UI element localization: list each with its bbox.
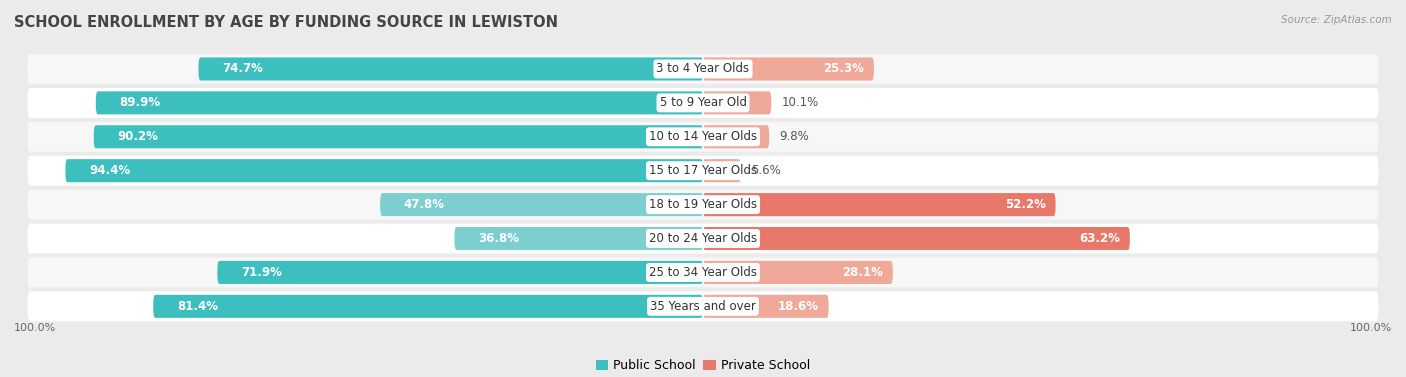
Text: 3 to 4 Year Olds: 3 to 4 Year Olds <box>657 63 749 75</box>
Text: 63.2%: 63.2% <box>1078 232 1119 245</box>
FancyBboxPatch shape <box>703 295 828 318</box>
Text: 18.6%: 18.6% <box>778 300 818 313</box>
Text: 20 to 24 Year Olds: 20 to 24 Year Olds <box>650 232 756 245</box>
Text: 5.6%: 5.6% <box>751 164 780 177</box>
FancyBboxPatch shape <box>198 57 703 81</box>
FancyBboxPatch shape <box>703 91 772 114</box>
FancyBboxPatch shape <box>28 54 1378 84</box>
Text: 89.9%: 89.9% <box>120 97 160 109</box>
FancyBboxPatch shape <box>703 159 741 182</box>
FancyBboxPatch shape <box>703 57 875 81</box>
Text: 10 to 14 Year Olds: 10 to 14 Year Olds <box>650 130 756 143</box>
Text: 5 to 9 Year Old: 5 to 9 Year Old <box>659 97 747 109</box>
Text: 9.8%: 9.8% <box>779 130 808 143</box>
FancyBboxPatch shape <box>703 193 1056 216</box>
Text: 90.2%: 90.2% <box>117 130 159 143</box>
Text: Source: ZipAtlas.com: Source: ZipAtlas.com <box>1281 15 1392 25</box>
Text: 35 Years and over: 35 Years and over <box>650 300 756 313</box>
FancyBboxPatch shape <box>703 227 1130 250</box>
Text: 47.8%: 47.8% <box>404 198 444 211</box>
Text: 10.1%: 10.1% <box>782 97 818 109</box>
Text: 81.4%: 81.4% <box>177 300 218 313</box>
FancyBboxPatch shape <box>28 224 1378 253</box>
FancyBboxPatch shape <box>380 193 703 216</box>
FancyBboxPatch shape <box>94 125 703 148</box>
FancyBboxPatch shape <box>28 156 1378 185</box>
FancyBboxPatch shape <box>28 257 1378 287</box>
Text: 15 to 17 Year Olds: 15 to 17 Year Olds <box>650 164 756 177</box>
Text: 52.2%: 52.2% <box>1004 198 1046 211</box>
Text: 28.1%: 28.1% <box>842 266 883 279</box>
Text: 25.3%: 25.3% <box>823 63 863 75</box>
FancyBboxPatch shape <box>96 91 703 114</box>
Text: 100.0%: 100.0% <box>14 323 56 333</box>
FancyBboxPatch shape <box>218 261 703 284</box>
FancyBboxPatch shape <box>28 190 1378 219</box>
Text: 71.9%: 71.9% <box>240 266 281 279</box>
FancyBboxPatch shape <box>153 295 703 318</box>
Text: 25 to 34 Year Olds: 25 to 34 Year Olds <box>650 266 756 279</box>
FancyBboxPatch shape <box>703 261 893 284</box>
Text: 36.8%: 36.8% <box>478 232 519 245</box>
FancyBboxPatch shape <box>703 125 769 148</box>
FancyBboxPatch shape <box>28 88 1378 118</box>
FancyBboxPatch shape <box>28 122 1378 152</box>
FancyBboxPatch shape <box>28 291 1378 321</box>
FancyBboxPatch shape <box>454 227 703 250</box>
Legend: Public School, Private School: Public School, Private School <box>591 354 815 377</box>
Text: 100.0%: 100.0% <box>1350 323 1392 333</box>
Text: 94.4%: 94.4% <box>89 164 131 177</box>
Text: 74.7%: 74.7% <box>222 63 263 75</box>
Text: SCHOOL ENROLLMENT BY AGE BY FUNDING SOURCE IN LEWISTON: SCHOOL ENROLLMENT BY AGE BY FUNDING SOUR… <box>14 15 558 30</box>
Text: 18 to 19 Year Olds: 18 to 19 Year Olds <box>650 198 756 211</box>
FancyBboxPatch shape <box>66 159 703 182</box>
